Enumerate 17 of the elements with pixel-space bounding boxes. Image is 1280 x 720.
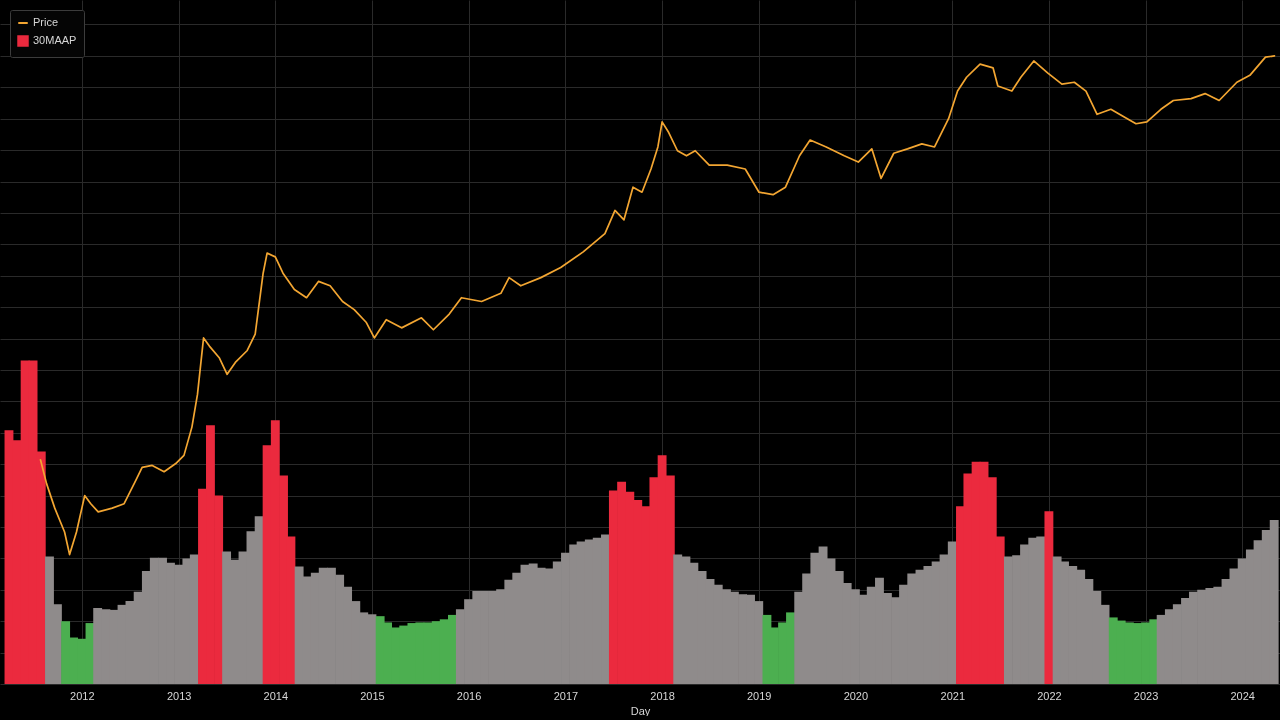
x-tick-label: 2017 bbox=[553, 689, 579, 702]
legend-label: 30MAAP bbox=[33, 34, 77, 46]
x-tick-label: 2015 bbox=[360, 689, 385, 702]
x-tick-label: 2022 bbox=[1037, 689, 1062, 702]
x-tick-label: 2020 bbox=[843, 689, 869, 702]
bar bbox=[1044, 511, 1054, 684]
x-tick-label: 2013 bbox=[166, 689, 192, 702]
x-tick-label: 2023 bbox=[1133, 689, 1159, 702]
x-tick-label: 2019 bbox=[747, 689, 772, 702]
x-tick-label: 2016 bbox=[456, 689, 482, 702]
x-tick-label: 2024 bbox=[1230, 689, 1255, 702]
legend-label: Price bbox=[33, 16, 59, 28]
x-tick-label: 2014 bbox=[263, 689, 289, 702]
x-tick-label: 2021 bbox=[940, 689, 966, 702]
x-axis-title: Day bbox=[630, 704, 651, 717]
x-tick-label: 2012 bbox=[70, 689, 95, 702]
x-tick-label: 2018 bbox=[650, 689, 675, 702]
